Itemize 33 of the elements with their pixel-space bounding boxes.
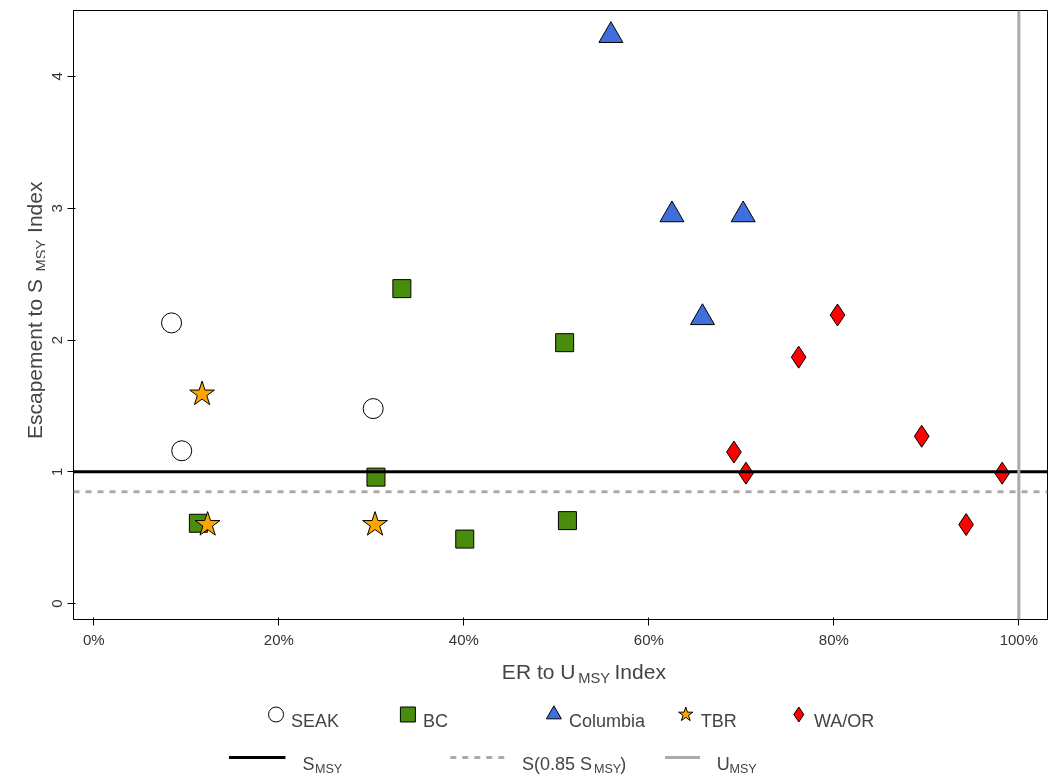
legend-label: WA/OR	[813, 710, 875, 731]
x-tick-label: 80%	[818, 630, 849, 648]
y-tick-label: 2	[48, 335, 66, 345]
point	[730, 200, 756, 223]
point	[555, 333, 575, 353]
point	[392, 279, 412, 299]
x-tick-label: 0%	[83, 630, 105, 648]
x-tick-label: 60%	[633, 630, 664, 648]
point	[171, 440, 193, 462]
legend-label: BC	[422, 710, 448, 731]
point	[362, 511, 388, 536]
point	[913, 424, 930, 448]
legend-label: SEAK	[291, 710, 340, 731]
y-tick-label: 3	[48, 204, 66, 213]
point	[455, 529, 475, 549]
point	[689, 303, 715, 326]
legend-label: TBR	[700, 710, 737, 731]
y-tick-label: 0	[48, 599, 66, 608]
x-tick-label: 40%	[448, 630, 479, 648]
point	[161, 312, 183, 334]
point	[194, 511, 221, 536]
point	[659, 200, 685, 223]
x-tick-label: 20%	[263, 630, 294, 648]
y-tick-label: 1	[48, 467, 66, 477]
point	[557, 511, 577, 531]
x-tick-label: 100%	[999, 630, 1039, 648]
point	[189, 380, 215, 406]
point	[362, 398, 384, 420]
y-tick-label: 4	[48, 72, 66, 81]
point	[829, 303, 846, 327]
point	[598, 21, 624, 43]
legend-label: Columbia	[568, 710, 646, 731]
point	[790, 345, 807, 369]
